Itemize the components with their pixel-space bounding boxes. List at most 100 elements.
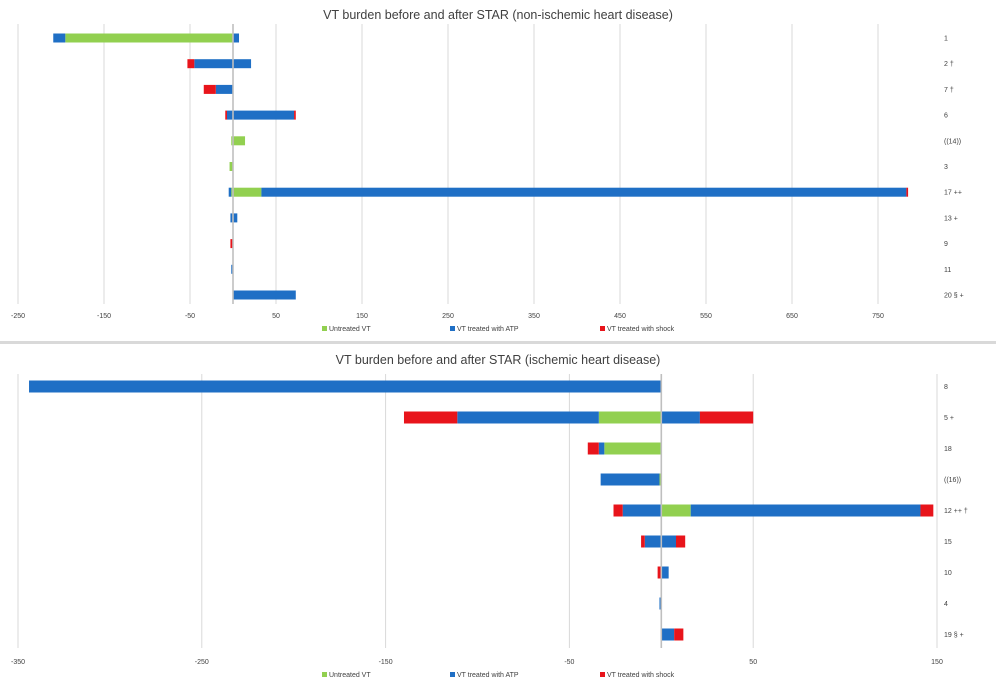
bar-segment — [229, 162, 233, 171]
bar-segment — [194, 59, 233, 69]
bar-segment — [690, 504, 921, 517]
chart-title: VT burden before and after STAR (non-isc… — [323, 8, 673, 22]
legend-label: VT treated with ATP — [457, 326, 519, 333]
bar-segment — [233, 110, 295, 120]
bar-segment — [457, 411, 599, 424]
x-tick-label: 50 — [272, 313, 280, 320]
x-tick-label: 450 — [614, 313, 626, 320]
bar-segment — [676, 535, 686, 548]
legend-label: VT treated with shock — [607, 326, 675, 333]
bar-segment — [657, 566, 662, 579]
chart-title: VT burden before and after STAR (ischemi… — [336, 353, 661, 367]
bar-segment — [644, 535, 662, 548]
bar-segment — [661, 566, 669, 579]
chart-ischemic: VT burden before and after STAR (ischemi… — [0, 344, 996, 688]
x-tick-label: 350 — [528, 313, 540, 320]
patient-label: 12 ++ † — [944, 508, 968, 515]
x-tick-label: 650 — [786, 313, 798, 320]
bar-segment — [659, 473, 662, 486]
x-tick-label: 250 — [442, 313, 454, 320]
patient-label: 1 — [944, 36, 948, 43]
bar-segment — [674, 628, 684, 641]
bar-segment — [598, 411, 662, 424]
bar-segment — [203, 84, 216, 94]
bar-segment — [906, 187, 909, 197]
bar-segment — [598, 442, 605, 455]
chart-ischemic-svg: VT burden before and after STAR (ischemi… — [11, 353, 968, 679]
x-tick-label: -250 — [11, 313, 25, 320]
legend-swatch — [600, 326, 605, 331]
patient-label: 8 — [944, 384, 948, 391]
bar-segment — [231, 136, 233, 146]
legend-swatch — [322, 672, 327, 677]
patient-label: 15 — [944, 539, 952, 546]
x-tick-label: 150 — [356, 313, 368, 320]
bar-segment — [231, 264, 233, 274]
bar-segment — [233, 136, 246, 146]
bar-segment — [661, 504, 691, 517]
bar-segment — [622, 504, 662, 517]
bar-segment — [699, 411, 754, 424]
bar-segment — [587, 442, 599, 455]
bar-segment — [294, 110, 296, 120]
bar-segment — [661, 535, 677, 548]
bar-segment — [600, 473, 660, 486]
bar-segment — [230, 213, 233, 223]
patient-label: 11 — [944, 267, 951, 274]
bar-segment — [613, 504, 623, 517]
legend-swatch — [322, 326, 327, 331]
bar-segment — [233, 33, 240, 43]
patient-label: 2 † — [944, 61, 954, 68]
bar-segment — [233, 187, 262, 197]
patient-label: 7 † — [944, 87, 954, 94]
bar-segment — [65, 33, 233, 43]
bar-segment — [225, 110, 227, 120]
patient-label: ((14)) — [944, 138, 961, 145]
x-tick-label: -50 — [564, 659, 574, 666]
x-tick-label: -150 — [379, 659, 393, 666]
patient-label: 3 — [944, 164, 948, 171]
chart-non-ischemic-svg: VT burden before and after STAR (non-isc… — [11, 8, 964, 333]
x-tick-label: 750 — [872, 313, 884, 320]
legend-label: Untreated VT — [329, 326, 371, 333]
legend-label: Untreated VT — [329, 672, 371, 679]
bar-segment — [226, 110, 233, 120]
patient-label: 19 § + — [944, 632, 964, 639]
bar-segment — [53, 33, 66, 43]
legend-label: VT treated with shock — [607, 672, 675, 679]
patient-label: 10 — [944, 570, 952, 577]
x-tick-label: 50 — [749, 659, 757, 666]
bar-segment — [233, 59, 252, 69]
bar-segment — [604, 442, 662, 455]
chart-non-ischemic: VT burden before and after STAR (non-isc… — [0, 0, 996, 342]
patient-label: 17 ++ — [944, 190, 962, 197]
patient-label: 5 + — [944, 415, 954, 422]
panel-divider — [0, 341, 996, 345]
bar-segment — [233, 213, 238, 223]
patient-label: 9 — [944, 241, 948, 248]
x-tick-label: 550 — [700, 313, 712, 320]
legend-swatch — [450, 672, 455, 677]
x-tick-label: 150 — [931, 659, 943, 666]
bar-segment — [403, 411, 458, 424]
legend-swatch — [450, 326, 455, 331]
patient-label: ((16)) — [944, 477, 961, 484]
bar-segment — [29, 380, 662, 393]
bar-segment — [233, 290, 296, 300]
bar-segment — [661, 411, 700, 424]
bar-segment — [261, 187, 907, 197]
x-tick-label: -50 — [185, 313, 195, 320]
bar-segment — [920, 504, 934, 517]
bar-segment — [187, 59, 195, 69]
bar-segment — [661, 628, 675, 641]
patient-label: 6 — [944, 113, 948, 120]
bar-segment — [641, 535, 645, 548]
patient-label: 18 — [944, 446, 952, 453]
patient-label: 20 § + — [944, 293, 964, 300]
patient-label: 13 + — [944, 215, 958, 222]
bar-segment — [215, 84, 233, 94]
bar-segment — [228, 187, 232, 197]
patient-label: 4 — [944, 601, 948, 608]
x-tick-label: -350 — [11, 659, 25, 666]
legend-swatch — [600, 672, 605, 677]
